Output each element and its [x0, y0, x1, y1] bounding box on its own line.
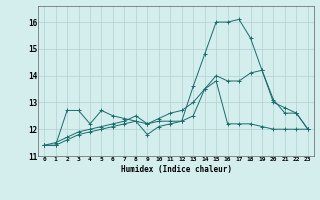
- X-axis label: Humidex (Indice chaleur): Humidex (Indice chaleur): [121, 165, 231, 174]
